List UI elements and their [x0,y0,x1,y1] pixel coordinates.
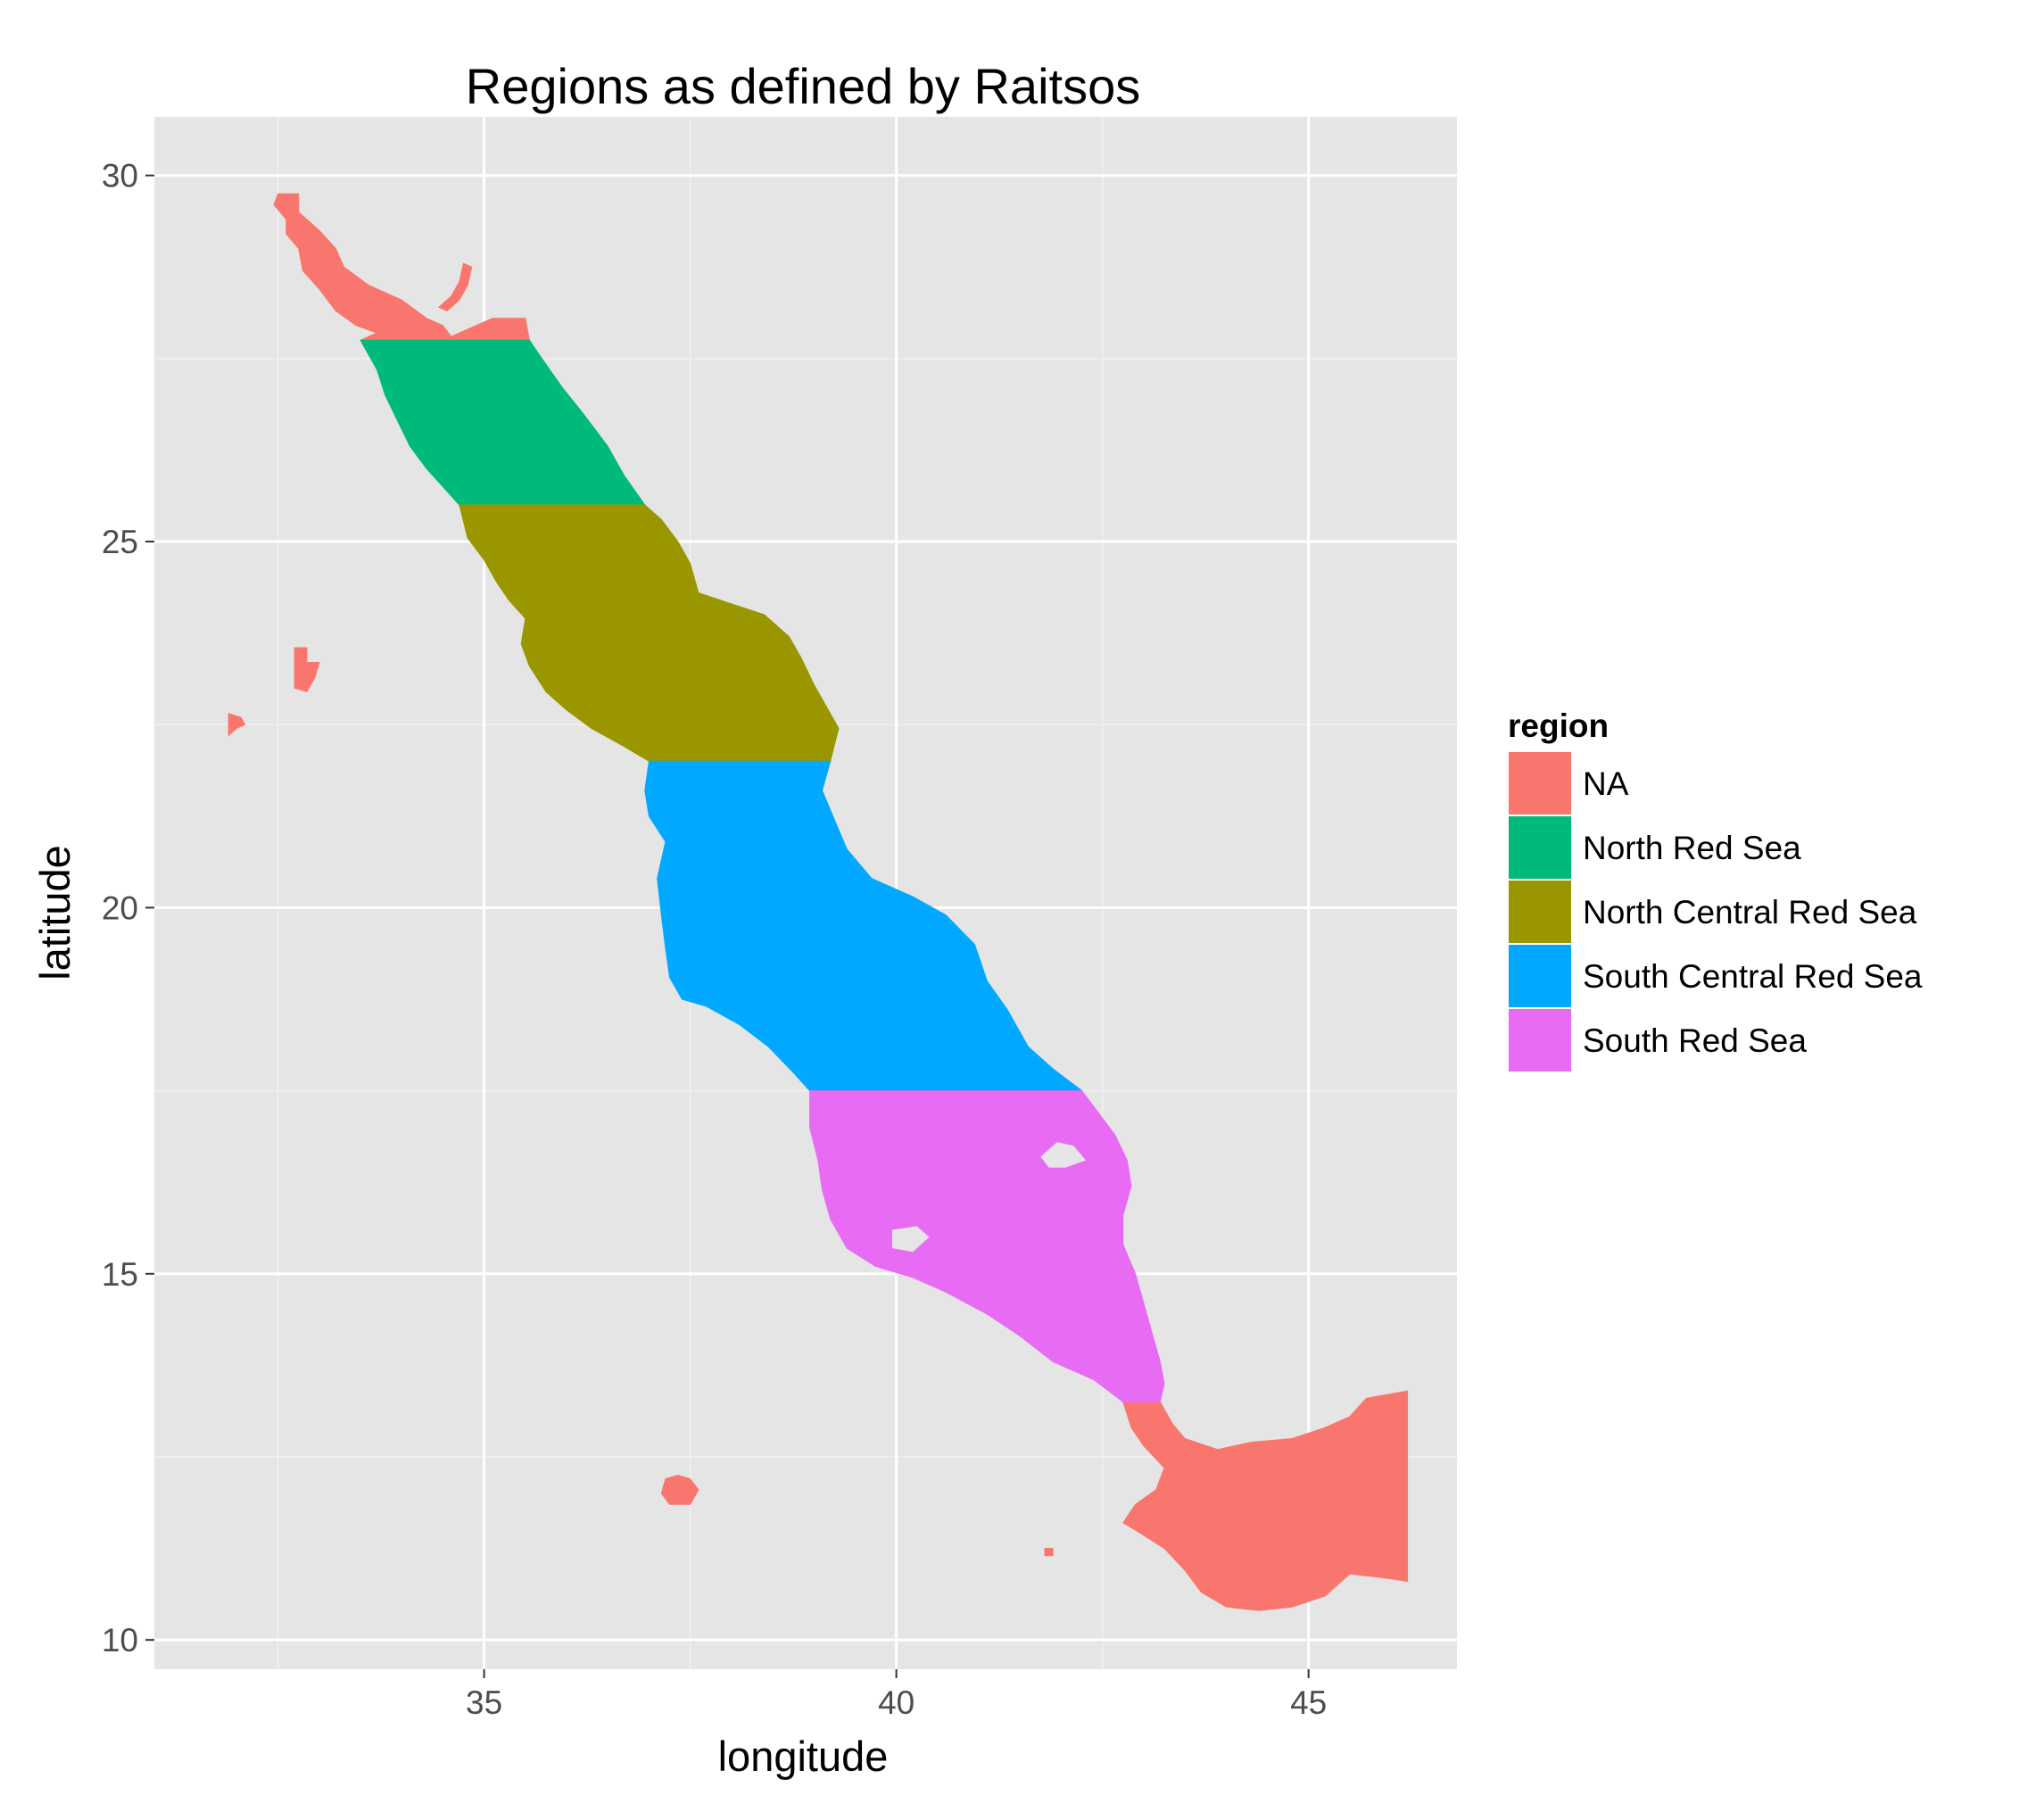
legend-items: NA North Red Sea North Central Red Sea Sout… [1507,750,1923,1073]
x-tick-label: 45 [1290,1684,1327,1721]
x-axis-title: longitude [718,1733,889,1780]
region-shape-na [1122,1390,1409,1611]
region-shape-na [437,262,473,312]
y-tick-label: 10 [102,1622,138,1659]
region-shape-na [228,713,246,737]
y-axis-title: latitude [31,845,79,980]
region-shape-na [273,193,531,341]
legend-swatch-south-red-sea [1509,1009,1571,1071]
region-shape-na [660,1474,699,1505]
region-shape-south-red-sea [809,1090,1165,1402]
chart-title: Regions as defined by Raitsos [466,58,1140,114]
x-tick-label: 35 [466,1684,502,1721]
y-tick-label: 15 [102,1256,138,1293]
legend-swatch-north-red-sea [1509,816,1571,879]
legend-title: region [1508,707,1609,744]
axis-ticks: 35 40 45 10 15 20 25 30 [102,158,1327,1721]
land-island [892,1226,930,1253]
y-tick-label: 30 [102,158,138,194]
legend-label: South Central Red Sea [1583,958,1923,995]
land-island [1040,1142,1087,1168]
legend-swatch-na [1509,752,1571,815]
x-tick-label: 40 [878,1684,914,1721]
legend: region NA North Red Sea North Central Red … [1507,707,1923,1073]
legend-label: NA [1583,765,1629,802]
region-shape-na [294,647,320,692]
legend-label: North Red Sea [1583,830,1801,866]
map-regions [228,193,1409,1611]
y-tick-label: 25 [102,524,138,560]
legend-label: South Red Sea [1583,1022,1807,1059]
region-shape-na [1044,1548,1054,1557]
legend-swatch-south-central-red-sea [1509,945,1571,1007]
y-tick-label: 20 [102,889,138,926]
legend-swatch-north-central-red-sea [1509,881,1571,943]
legend-label: North Central Red Sea [1583,894,1917,931]
